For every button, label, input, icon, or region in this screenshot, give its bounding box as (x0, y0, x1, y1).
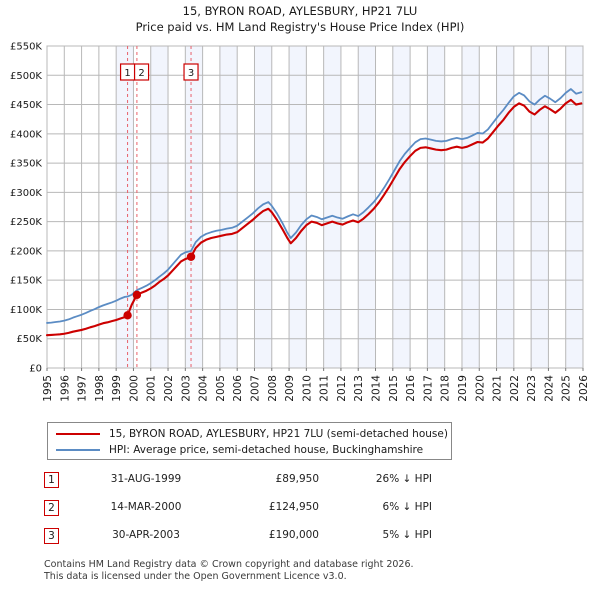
svg-text:£250K: £250K (10, 217, 42, 228)
y-axis-ticks: £0 £50K £100K £150K £200K £250K £300K £350K £400… (10, 42, 42, 375)
transaction-price-3: £190,000 (268, 529, 319, 541)
svg-text:2000: 2000 (128, 375, 140, 402)
svg-text:2: 2 (138, 68, 144, 79)
table-row: 2 14-MAR-2000 £124,950 6% ↓ HPI (44, 498, 464, 526)
table-row: 1 31-AUG-1999 £89,950 26% ↓ HPI (44, 470, 464, 498)
table-row: 3 30-APR-2003 £190,000 5% ↓ HPI (44, 526, 464, 554)
svg-text:2018: 2018 (440, 375, 452, 402)
transaction-badge-3: 3 (44, 528, 59, 544)
legend-label-hpi: HPI: Average price, semi-detached house,… (109, 444, 424, 456)
title-line-1: 15, BYRON ROAD, AYLESBURY, HP21 7LU (182, 4, 418, 18)
svg-text:2002: 2002 (163, 375, 175, 402)
svg-text:£500K: £500K (10, 71, 42, 82)
svg-text:2003: 2003 (180, 375, 192, 402)
svg-text:2007: 2007 (249, 375, 261, 402)
legend-label-property: 15, BYRON ROAD, AYLESBURY, HP21 7LU (sem… (109, 428, 448, 440)
legend-swatch-hpi (56, 449, 100, 451)
svg-text:1997: 1997 (77, 375, 89, 402)
svg-text:1999: 1999 (111, 375, 123, 402)
svg-text:2016: 2016 (405, 375, 417, 402)
svg-text:2015: 2015 (388, 375, 400, 402)
svg-text:3: 3 (188, 68, 194, 79)
svg-text:2010: 2010 (301, 375, 313, 402)
svg-text:£400K: £400K (10, 129, 42, 140)
svg-text:£100K: £100K (10, 305, 42, 316)
svg-text:£50K: £50K (16, 334, 42, 345)
svg-text:2005: 2005 (215, 375, 227, 402)
svg-text:2001: 2001 (146, 375, 158, 402)
svg-text:£150K: £150K (10, 276, 42, 287)
chart-year-bands (116, 46, 583, 368)
legend-item-hpi: HPI: Average price, semi-detached house,… (48, 442, 451, 458)
svg-text:2013: 2013 (353, 375, 365, 402)
svg-text:2025: 2025 (561, 375, 573, 402)
attribution-footer: Contains HM Land Registry data © Crown c… (44, 559, 584, 582)
svg-text:2012: 2012 (336, 375, 348, 402)
svg-text:2021: 2021 (492, 375, 504, 402)
legend-swatch-property (56, 433, 100, 435)
svg-text:£350K: £350K (10, 159, 42, 170)
transaction-date-1: 31-AUG-1999 (110, 473, 182, 485)
price-history-chart: £0 £50K £100K £150K £200K £250K £300K £350K £400… (10, 42, 590, 402)
transaction-date-2: 14-MAR-2000 (110, 501, 182, 513)
svg-text:2014: 2014 (371, 375, 383, 402)
x-axis-ticks: 1995 1996 1997 1998 1999 2000 2001 2002 2003 2004… (42, 368, 590, 402)
svg-text:2008: 2008 (267, 375, 279, 402)
svg-text:1996: 1996 (59, 375, 71, 402)
legend-item-property: 15, BYRON ROAD, AYLESBURY, HP21 7LU (sem… (48, 426, 451, 442)
svg-text:1: 1 (124, 68, 130, 79)
transaction-delta-3: 5% ↓ HPI (382, 529, 432, 541)
transaction-date-3: 30-APR-2003 (112, 529, 180, 541)
svg-text:1998: 1998 (94, 375, 106, 402)
svg-text:£450K: £450K (10, 100, 42, 111)
footer-line-1: Contains HM Land Registry data © Crown c… (44, 559, 414, 570)
svg-text:2019: 2019 (457, 375, 469, 402)
svg-text:2011: 2011 (319, 375, 331, 402)
footer-line-2: This data is licensed under the Open Gov… (44, 570, 347, 582)
chart-legend: 15, BYRON ROAD, AYLESBURY, HP21 7LU (sem… (47, 422, 452, 460)
page-title: 15, BYRON ROAD, AYLESBURY, HP21 7LU Pric… (0, 3, 600, 35)
transaction-delta-1: 26% ↓ HPI (375, 473, 432, 485)
svg-text:2006: 2006 (232, 375, 244, 402)
transactions-table: 1 31-AUG-1999 £89,950 26% ↓ HPI 2 14-MAR… (44, 470, 464, 554)
svg-text:2009: 2009 (284, 375, 296, 402)
transaction-marker-dots (123, 252, 196, 320)
svg-text:£0: £0 (29, 364, 42, 375)
title-line-2: Price paid vs. HM Land Registry's House … (135, 20, 465, 34)
svg-text:2020: 2020 (474, 375, 486, 402)
svg-text:1995: 1995 (42, 375, 54, 402)
transaction-badge-2: 2 (44, 500, 59, 516)
svg-text:2026: 2026 (578, 375, 590, 402)
svg-text:2022: 2022 (509, 375, 521, 402)
svg-text:2023: 2023 (526, 375, 538, 402)
svg-text:2024: 2024 (543, 375, 555, 402)
svg-text:2004: 2004 (198, 375, 210, 402)
svg-text:£200K: £200K (10, 246, 42, 257)
transaction-badge-1: 1 (44, 472, 59, 488)
transaction-delta-2: 6% ↓ HPI (382, 501, 432, 513)
svg-text:2017: 2017 (422, 375, 434, 402)
transaction-price-1: £89,950 (275, 473, 319, 485)
transaction-price-2: £124,950 (268, 501, 319, 513)
svg-text:£550K: £550K (10, 42, 42, 53)
svg-text:£300K: £300K (10, 188, 42, 199)
